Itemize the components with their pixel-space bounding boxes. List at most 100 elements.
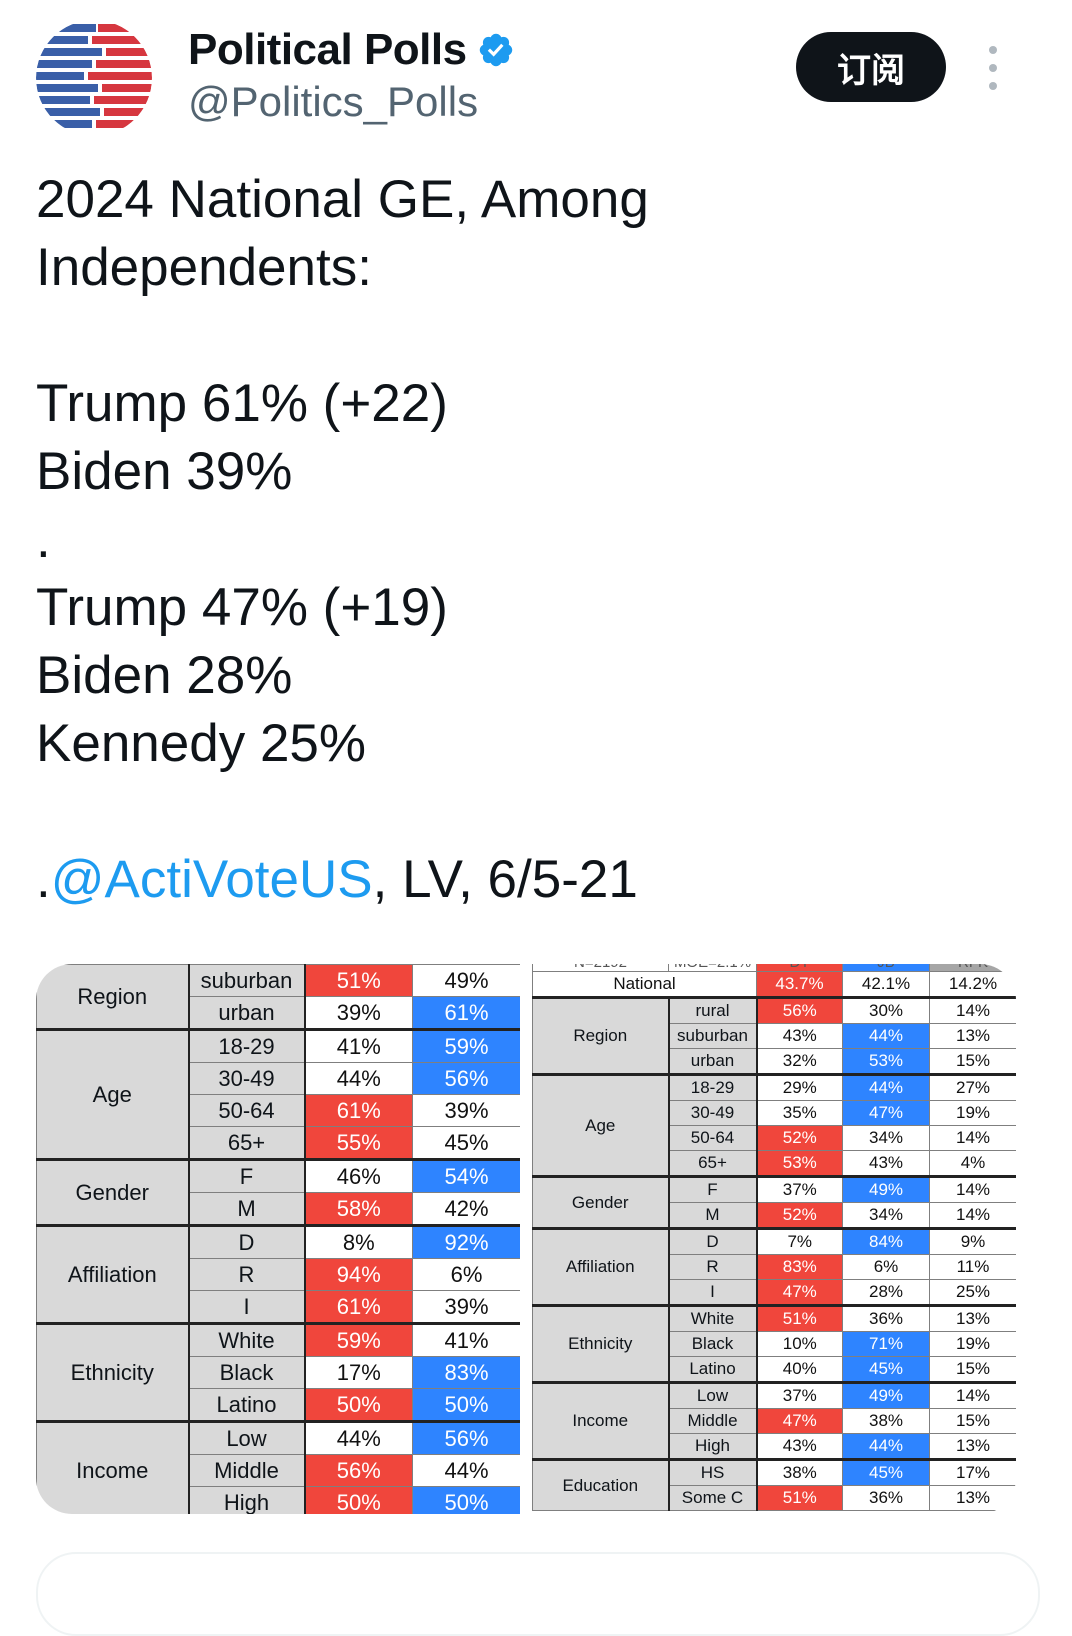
- national-label: National: [532, 971, 757, 998]
- trump-value: 38%: [756, 1458, 843, 1486]
- kennedy-value: 13%: [929, 1485, 1016, 1511]
- table-row: 30-49 35% 47% 19%: [533, 1100, 1016, 1126]
- kennedy-value: 27%: [929, 1073, 1016, 1101]
- biden-value: 42.1%: [842, 971, 930, 998]
- header-biden: JB: [842, 964, 930, 972]
- biden-value: 50%: [412, 1486, 520, 1514]
- margin-of-error: MOE=2.1%: [668, 964, 757, 972]
- tweet-media[interactable]: Region suburban 51% 49% urban 39% 61% Age 18-29 4…: [36, 964, 1016, 1514]
- trump-value: 52%: [756, 1125, 843, 1151]
- row-label: D: [668, 1227, 758, 1255]
- trump-value: 61%: [304, 1094, 413, 1127]
- kennedy-value: 17%: [929, 1458, 1016, 1486]
- row-label: Some C: [668, 1485, 758, 1511]
- trump-value: 51%: [756, 1485, 843, 1511]
- mention-link[interactable]: @ActiVoteUS: [50, 850, 373, 909]
- row-label: F: [668, 1175, 758, 1203]
- more-options-icon[interactable]: [978, 46, 1008, 90]
- row-label: M: [188, 1192, 306, 1226]
- table-row: M 52% 34% 14%: [533, 1202, 1016, 1229]
- table-row: Ethnicity White 51% 36% 13%: [532, 1304, 1016, 1383]
- row-label: R: [668, 1254, 758, 1280]
- source-prefix: .: [36, 850, 51, 909]
- biden-value: 56%: [412, 1062, 520, 1095]
- kennedy-value: 14%: [929, 1381, 1016, 1409]
- trump-value: 35%: [756, 1100, 843, 1126]
- biden-value: 6%: [842, 1254, 930, 1280]
- trump-value: 51%: [304, 964, 413, 997]
- row-label: White: [668, 1304, 758, 1332]
- display-name[interactable]: Political Polls: [188, 25, 467, 74]
- source-suffix: , LV, 6/5-21: [372, 850, 638, 909]
- media-image-right[interactable]: N=2192MOE=2.1%DTJBRFKNational43.7%42.1%1…: [532, 964, 1016, 1514]
- biden-value: 49%: [842, 1175, 930, 1203]
- table-row: Education HS 38% 45% 17%: [532, 1458, 1016, 1511]
- row-label: 65+: [188, 1126, 306, 1160]
- table-row: 50-64 61% 39%: [37, 1094, 520, 1127]
- row-label: High: [188, 1486, 306, 1514]
- tweet-line: Kennedy 25%: [36, 714, 367, 773]
- row-label: Low: [188, 1420, 306, 1455]
- trump-value: 47%: [756, 1408, 843, 1434]
- trump-value: 61%: [304, 1290, 413, 1324]
- tweet-text: 2024 National GE, Among Independents: Trum…: [36, 166, 1036, 914]
- trump-value: 55%: [304, 1126, 413, 1160]
- table-row: Latino 50% 50%: [37, 1388, 520, 1422]
- kennedy-value: 19%: [929, 1100, 1016, 1126]
- trump-value: 44%: [304, 1420, 413, 1455]
- row-label: Latino: [188, 1388, 306, 1422]
- table-row: High 43% 44% 13%: [533, 1433, 1016, 1460]
- kennedy-value: 19%: [929, 1331, 1016, 1357]
- row-label: M: [668, 1202, 758, 1229]
- trump-value: 53%: [756, 1150, 843, 1177]
- group-label: Income: [36, 1420, 190, 1514]
- kennedy-value: 15%: [929, 1048, 1016, 1075]
- biden-value: 45%: [842, 1356, 930, 1383]
- row-label: urban: [188, 996, 306, 1030]
- biden-value: 49%: [412, 964, 520, 997]
- avatar[interactable]: [36, 20, 152, 136]
- trump-value: 50%: [304, 1486, 413, 1514]
- kennedy-value: 14%: [929, 996, 1016, 1024]
- group-label: Education: [532, 1458, 670, 1511]
- biden-value: 61%: [412, 996, 520, 1030]
- row-label: White: [188, 1322, 306, 1357]
- biden-value: 92%: [412, 1224, 520, 1259]
- trump-value: 37%: [756, 1175, 843, 1203]
- trump-value: 43%: [756, 1023, 843, 1049]
- biden-value: 71%: [842, 1331, 930, 1357]
- group-label: Age: [36, 1028, 190, 1160]
- poll-table-two-way: Region suburban 51% 49% urban 39% 61% Age 18-29 4…: [36, 964, 520, 1514]
- media-image-left[interactable]: Region suburban 51% 49% urban 39% 61% Age 18-29 4…: [36, 964, 520, 1514]
- table-row: Region suburban 51% 49%: [36, 964, 520, 1030]
- table-row: Ethnicity White 59% 41%: [36, 1322, 520, 1422]
- kennedy-value: 4%: [929, 1150, 1016, 1177]
- table-row: urban 32% 53% 15%: [533, 1048, 1016, 1075]
- row-label: urban: [668, 1048, 758, 1075]
- row-label: HS: [668, 1458, 758, 1486]
- biden-value: 50%: [412, 1388, 520, 1422]
- table-row: Black 17% 83%: [37, 1356, 520, 1389]
- tweet-line: Biden 39%: [36, 442, 293, 501]
- biden-value: 45%: [412, 1126, 520, 1160]
- biden-value: 38%: [842, 1408, 930, 1434]
- trump-value: 7%: [756, 1227, 843, 1255]
- row-label: F: [188, 1158, 306, 1193]
- poll-table-three-way: N=2192MOE=2.1%DTJBRFKNational43.7%42.1%1…: [532, 964, 1016, 1511]
- tweet-lines: 2024 National GE, Among Independents: Trum…: [36, 166, 1036, 846]
- trump-value: 52%: [756, 1202, 843, 1229]
- handle[interactable]: @Politics_Polls: [188, 78, 479, 125]
- subscribe-button[interactable]: 订阅: [796, 32, 946, 102]
- row-label: I: [668, 1279, 758, 1306]
- row-label: Latino: [668, 1356, 758, 1383]
- table-row: Income Low 37% 49% 14%: [532, 1381, 1016, 1460]
- biden-value: 44%: [412, 1454, 520, 1487]
- trump-value: 94%: [304, 1258, 413, 1291]
- row-label: 18-29: [668, 1073, 758, 1101]
- reply-bar[interactable]: [36, 1552, 1040, 1636]
- trump-value: 56%: [304, 1454, 413, 1487]
- trump-value: 56%: [756, 996, 843, 1024]
- biden-value: 34%: [842, 1125, 930, 1151]
- biden-value: 54%: [412, 1158, 520, 1193]
- tweet-line: Trump 47% (+19): [36, 578, 448, 637]
